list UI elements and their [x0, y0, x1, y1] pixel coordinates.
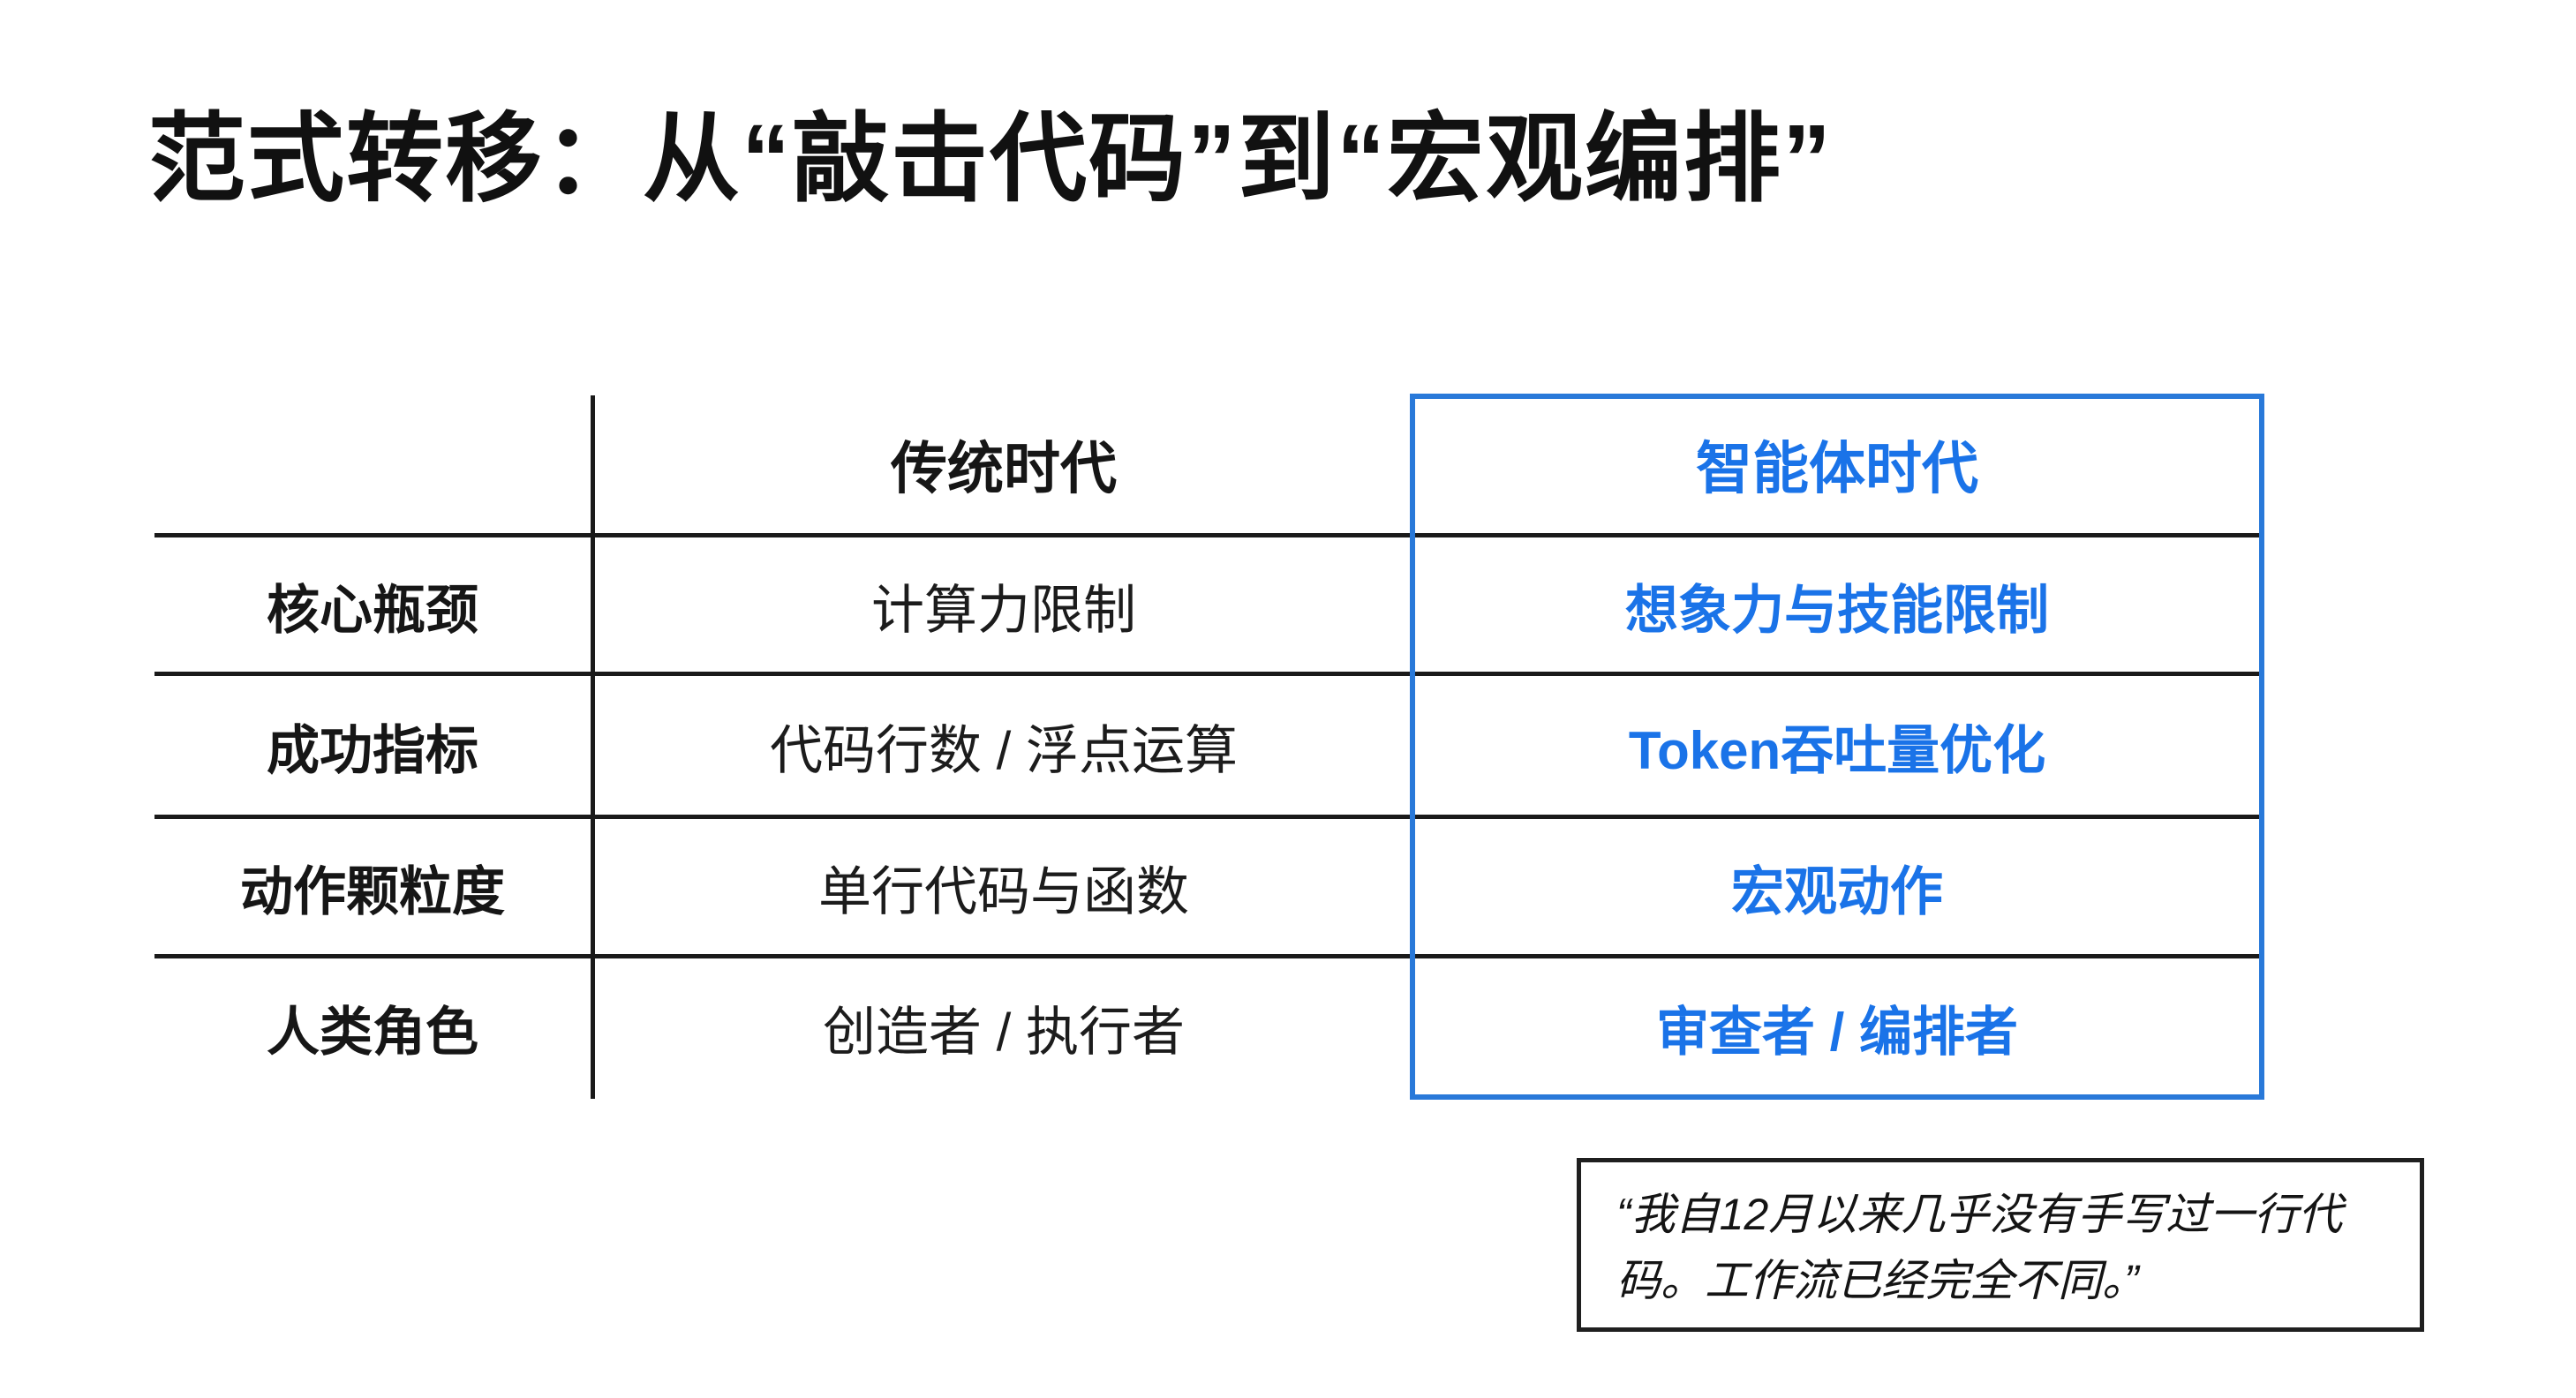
- cell-agent-action-granularity: 宏观动作: [1731, 862, 1943, 921]
- table-row-rule-2: [154, 815, 2263, 819]
- table-row-rule-1: [154, 672, 2263, 676]
- cell-agent-core-bottleneck: 想象力与技能限制: [1625, 580, 2049, 640]
- quote-line-2: 码。工作流已经完全不同。”: [1616, 1256, 2139, 1305]
- table-row-rule-3: [154, 954, 2263, 958]
- cell-traditional-success-metric: 代码行数 / 浮点运算: [769, 721, 1238, 780]
- column-header-agent: 智能体时代: [1696, 437, 1978, 500]
- cell-traditional-human-role: 创造者 / 执行者: [822, 1002, 1185, 1062]
- cell-agent-success-metric: Token吞吐量优化: [1628, 721, 2046, 780]
- quote-line-1: “我自12月以来几乎没有手写过一行代: [1616, 1190, 2343, 1239]
- agent-column-highlight-box: [1410, 394, 2264, 1100]
- slide-title: 范式转移：从“敲击代码”到“宏观编排”: [148, 105, 1833, 214]
- quote-box: “我自12月以来几乎没有手写过一行代 码。工作流已经完全不同。”: [1577, 1158, 2424, 1332]
- row-label-human-role: 人类角色: [267, 1002, 478, 1062]
- table-header-rule: [154, 533, 2263, 537]
- row-label-core-bottleneck: 核心瓶颈: [267, 580, 478, 640]
- row-label-success-metric: 成功指标: [267, 721, 478, 780]
- table-vertical-divider: [591, 395, 595, 1099]
- cell-traditional-action-granularity: 单行代码与函数: [818, 862, 1189, 921]
- cell-agent-human-role: 审查者 / 编排者: [1655, 1002, 2018, 1062]
- cell-traditional-core-bottleneck: 计算力限制: [871, 580, 1136, 640]
- row-label-action-granularity: 动作颗粒度: [240, 862, 505, 921]
- column-header-traditional: 传统时代: [891, 437, 1117, 500]
